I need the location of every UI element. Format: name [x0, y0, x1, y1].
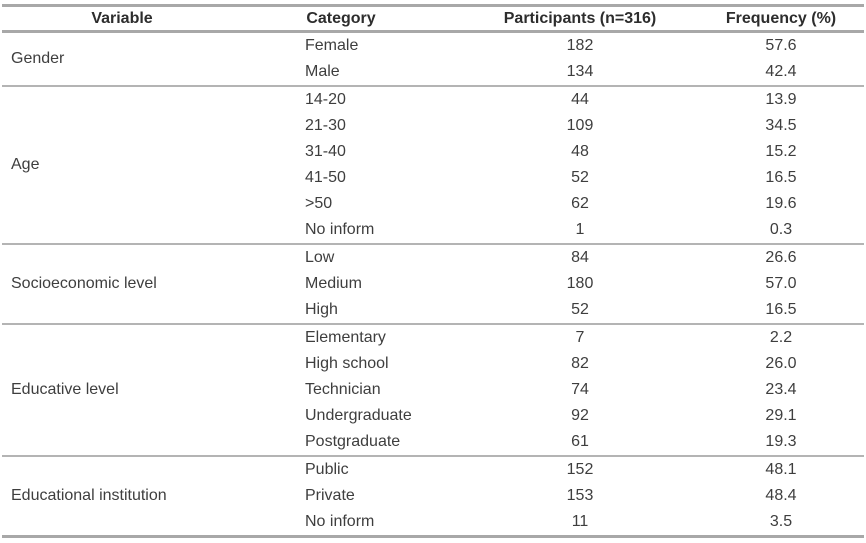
group-educational-institution: Educational institution Public 152 48.1 …: [2, 456, 864, 537]
table-row: Medium 180 57.0: [2, 271, 864, 297]
frequency-cell: 0.3: [769, 221, 793, 238]
category-cell: Technician: [305, 381, 381, 398]
group-socioeconomic-level: Socioeconomic level Low 84 26.6 Medium 1…: [2, 244, 864, 324]
column-header-frequency: Frequency (%): [720, 4, 864, 33]
category-cell: No inform: [305, 221, 375, 238]
table-row: High school 82 26.0: [2, 351, 864, 377]
group-educative-level: Educative level Elementary 7 2.2 High sc…: [2, 324, 864, 456]
frequency-cell: 34.5: [765, 117, 797, 134]
table-row: No inform 1 0.3: [2, 217, 864, 244]
category-cell: >50: [305, 195, 333, 212]
table-row: Undergraduate 92 29.1: [2, 403, 864, 429]
participants-cell: 44: [571, 91, 589, 108]
table-header: Variable Category Participants (n=316) F…: [2, 4, 864, 33]
category-cell: No inform: [305, 513, 375, 530]
table-row: Socioeconomic level Low 84 26.6: [2, 244, 864, 292]
table-row: Technician 74 23.4: [2, 377, 864, 403]
variable-cell: Age: [11, 156, 40, 173]
category-cell: Undergraduate: [305, 407, 412, 424]
demographics-table: Variable Category Participants (n=316) F…: [2, 4, 864, 538]
participants-cell: 48: [571, 143, 589, 160]
category-cell: 21-30: [305, 117, 346, 134]
header-row: Variable Category Participants (n=316) F…: [2, 4, 864, 33]
table-row: >50 62 19.6: [2, 191, 864, 217]
variable-cell: Educational institution: [11, 487, 167, 504]
frequency-cell: 13.9: [765, 91, 797, 108]
table-row: 31-40 48 15.2: [2, 139, 864, 165]
table-row: Age 14-20 44 13.9: [2, 86, 864, 173]
category-cell: Low: [305, 249, 335, 266]
participants-cell: 153: [566, 487, 594, 504]
frequency-cell: 19.3: [765, 433, 797, 450]
participants-cell: 52: [571, 169, 589, 186]
participants-cell: 74: [571, 381, 589, 398]
participants-cell: 152: [566, 461, 594, 478]
participants-cell: 134: [566, 63, 594, 80]
table-row: Private 153 48.4: [2, 483, 864, 509]
table-row: Postgraduate 61 19.3: [2, 429, 864, 456]
participants-cell: 82: [571, 355, 589, 372]
table-row: High 52 16.5: [2, 297, 864, 324]
frequency-cell: 16.5: [765, 301, 797, 318]
frequency-cell: 2.2: [769, 329, 793, 346]
table-row: No inform 11 3.5: [2, 509, 864, 537]
category-cell: Postgraduate: [305, 433, 401, 450]
category-cell: 31-40: [305, 143, 346, 160]
frequency-cell: 19.6: [765, 195, 797, 212]
participants-cell: 84: [571, 249, 589, 266]
table-row: 21-30 109 34.5: [2, 113, 864, 139]
frequency-cell: 29.1: [765, 407, 797, 424]
table-row: Gender Female 182 57.6: [2, 32, 864, 67]
frequency-cell: 48.1: [765, 461, 797, 478]
participants-cell: 52: [571, 301, 589, 318]
category-cell: Male: [305, 63, 340, 80]
category-cell: Public: [305, 461, 349, 478]
demographics-table-container: Variable Category Participants (n=316) F…: [2, 4, 864, 538]
participants-cell: 7: [575, 329, 585, 346]
table-row: 41-50 52 16.5: [2, 165, 864, 191]
frequency-cell: 26.0: [765, 355, 797, 372]
frequency-cell: 3.5: [769, 513, 793, 530]
participants-cell: 109: [566, 117, 594, 134]
variable-cell: Educative level: [11, 381, 119, 398]
frequency-cell: 15.2: [765, 143, 797, 160]
participants-cell: 62: [571, 195, 589, 212]
table-row: Male 134 42.4: [2, 59, 864, 86]
group-age: Age 14-20 44 13.9 21-30 109 34.5 31-40 4…: [2, 86, 864, 244]
category-cell: 41-50: [305, 169, 346, 186]
participants-cell: 11: [571, 513, 589, 530]
category-cell: Female: [305, 37, 359, 54]
category-cell: Medium: [305, 275, 362, 292]
participants-cell: 61: [571, 433, 589, 450]
participants-cell: 1: [575, 221, 585, 238]
variable-cell: Gender: [11, 50, 65, 67]
frequency-cell: 48.4: [765, 487, 797, 504]
column-header-category: Category: [242, 4, 440, 33]
participants-cell: 92: [571, 407, 589, 424]
variable-cell: Socioeconomic level: [11, 275, 157, 292]
column-header-participants: Participants (n=316): [440, 4, 720, 33]
category-cell: Private: [305, 487, 355, 504]
frequency-cell: 16.5: [765, 169, 797, 186]
frequency-cell: 26.6: [765, 249, 797, 266]
category-cell: Elementary: [305, 329, 386, 346]
frequency-cell: 57.0: [765, 275, 797, 292]
frequency-cell: 42.4: [765, 63, 797, 80]
column-header-variable: Variable: [2, 4, 242, 33]
category-cell: High: [305, 301, 338, 318]
participants-cell: 182: [566, 37, 594, 54]
participants-cell: 180: [566, 275, 594, 292]
group-gender: Gender Female 182 57.6 Male 134 42.4: [2, 32, 864, 87]
table-row: Educative level Elementary 7 2.2: [2, 324, 864, 398]
category-cell: 14-20: [305, 91, 346, 108]
category-cell: High school: [305, 355, 389, 372]
frequency-cell: 57.6: [765, 37, 797, 54]
frequency-cell: 23.4: [765, 381, 797, 398]
table-row: Educational institution Public 152 48.1: [2, 456, 864, 504]
